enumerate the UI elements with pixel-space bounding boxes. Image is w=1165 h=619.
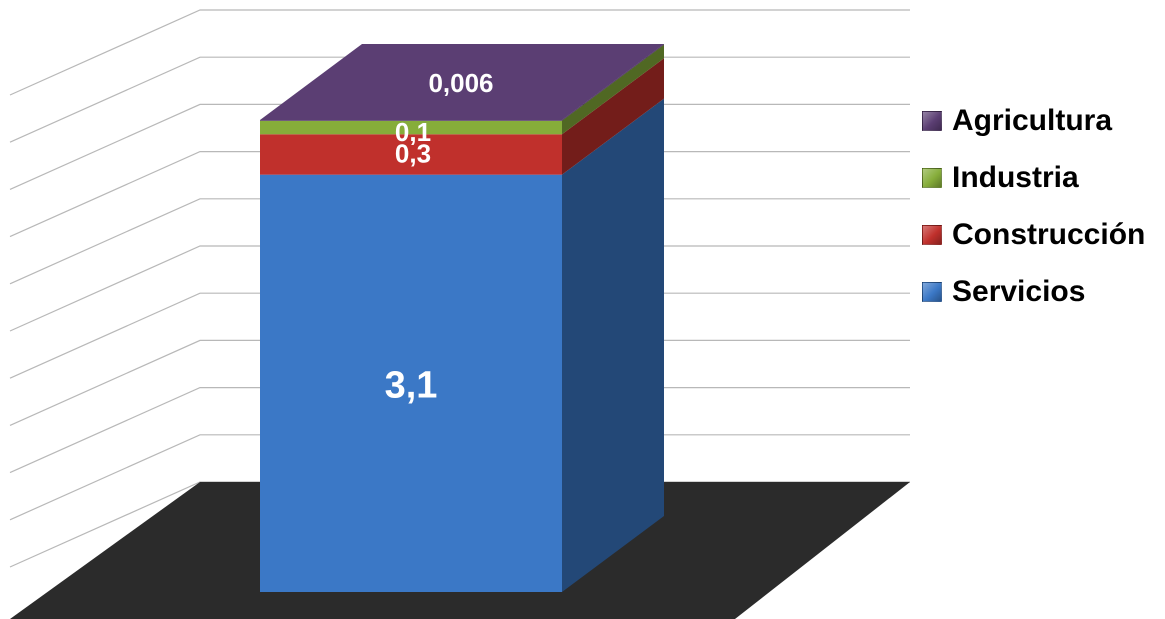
bar-segment-front-servicios <box>260 174 562 592</box>
bar-segment-side-agricultura <box>562 44 664 121</box>
legend-item: Agricultura <box>922 92 1145 149</box>
data-label-agricultura: 0,006 <box>428 68 493 98</box>
gridline <box>9 9 910 96</box>
gridline <box>9 245 910 332</box>
legend-swatch <box>922 110 942 131</box>
data-label-industria: 0,1 <box>395 117 431 147</box>
legend-item: Servicios <box>922 263 1145 320</box>
legend-swatch <box>922 167 942 188</box>
gridline <box>9 434 910 521</box>
legend-label: Servicios <box>952 274 1086 308</box>
data-label-construcción: 0,3 <box>395 138 431 168</box>
gridline <box>9 339 910 426</box>
gridline <box>9 56 910 143</box>
legend-item: Industria <box>922 149 1145 206</box>
gridline <box>9 103 910 190</box>
data-label-servicios: 3,1 <box>385 364 438 406</box>
legend-swatch <box>922 224 942 245</box>
bar-segment-front-construcción <box>260 134 562 175</box>
bar-segment-side-servicios <box>562 98 664 593</box>
gridline <box>9 292 910 379</box>
bar-segment-side-construcción <box>562 58 664 175</box>
legend-item: Construcción <box>922 206 1145 263</box>
chart-walls <box>9 9 910 568</box>
bar-stack <box>260 44 664 593</box>
legend-label: Industria <box>952 160 1079 194</box>
bar-top-face <box>260 44 664 120</box>
legend-swatch <box>922 281 942 302</box>
legend-label: Agricultura <box>952 103 1113 137</box>
gridline <box>9 151 910 238</box>
bar-segment-front-agricultura <box>260 120 562 121</box>
bar-segment-front-industria <box>260 120 562 135</box>
bar-segment-side-industria <box>562 44 664 135</box>
legend-label: Construcción <box>952 217 1146 251</box>
data-labels: 3,1 0,30,1 0,006 <box>385 68 494 406</box>
gridline <box>9 198 910 285</box>
legend: Agricultura Industria Construcción Servicio… <box>922 92 1145 320</box>
gridline <box>9 387 910 474</box>
